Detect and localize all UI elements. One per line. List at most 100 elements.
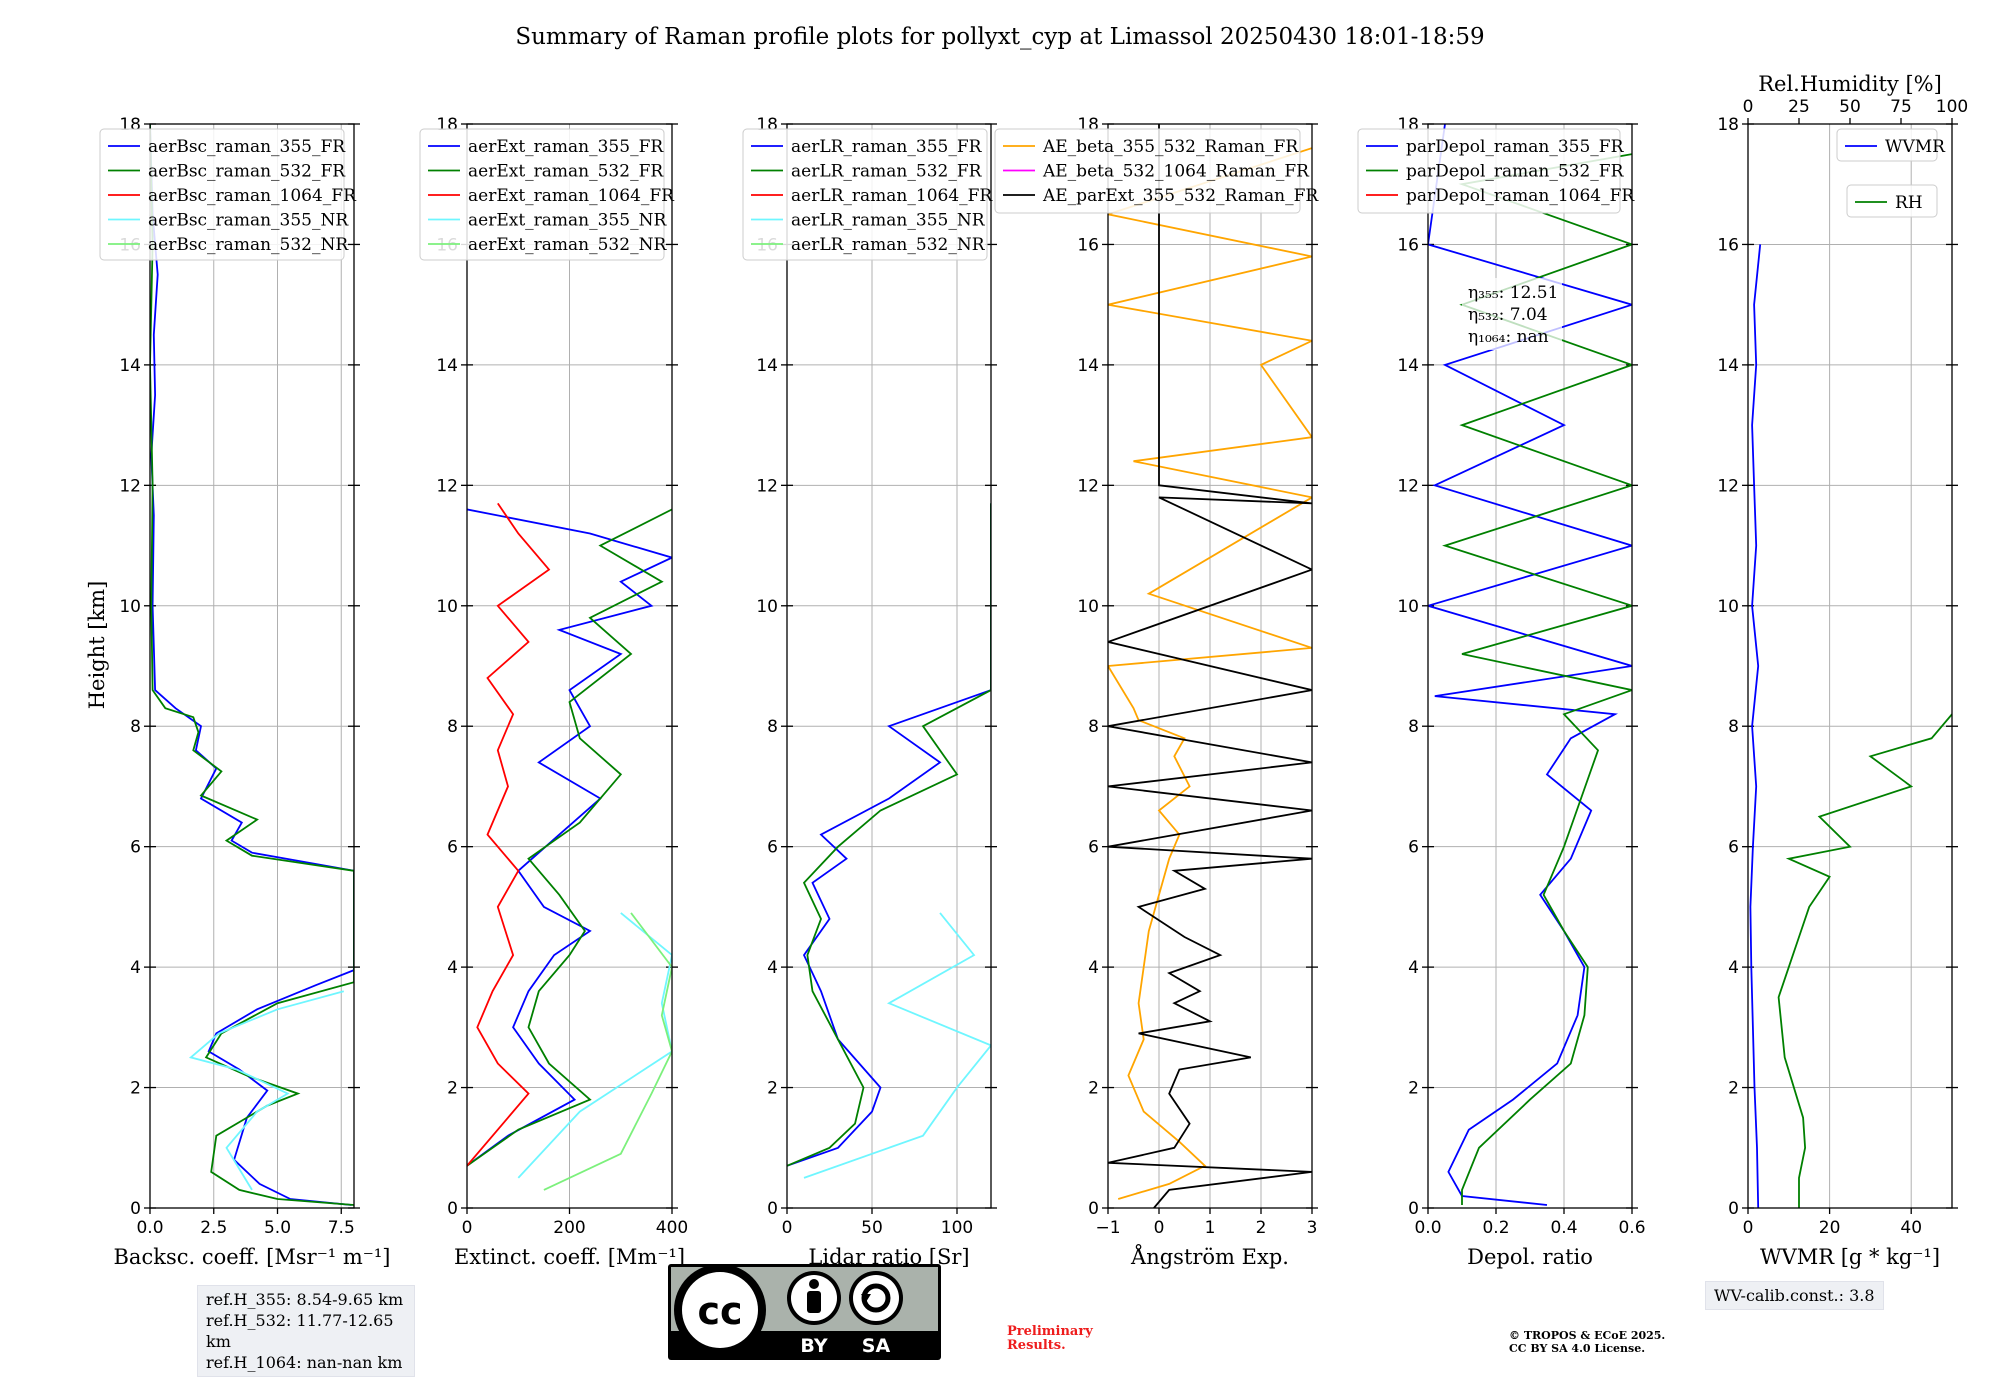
x-tick-label: 20 bbox=[1819, 1218, 1841, 1238]
legend-label: aerBsc_raman_355_FR bbox=[148, 137, 346, 157]
x-tick-label: 0 bbox=[1154, 1218, 1165, 1238]
annotation-line: η₁₀₆₄: nan bbox=[1468, 327, 1549, 347]
x-tick-label: 0.6 bbox=[1618, 1218, 1645, 1238]
y-tick-label: 10 bbox=[1397, 597, 1419, 617]
legend-label: AE_beta_355_532_Raman_FR bbox=[1042, 137, 1299, 157]
legend-label: parDepol_raman_532_FR bbox=[1406, 162, 1625, 182]
y-tick-label: 8 bbox=[130, 717, 141, 737]
x-axis-label: Depol. ratio bbox=[1467, 1245, 1593, 1269]
y-tick-label: 4 bbox=[447, 958, 458, 978]
x-tick-label: 200 bbox=[553, 1218, 585, 1238]
series-aerLR_raman_355_FR bbox=[787, 503, 991, 1167]
legend-box bbox=[99, 128, 345, 261]
series-WVMR bbox=[1749, 244, 1762, 1208]
panel-2: 0246810121416180200400Extinct. coeff. [M… bbox=[419, 115, 688, 1269]
axes-frame bbox=[1427, 123, 1633, 1209]
series-aerBsc_raman_355_FR bbox=[150, 124, 354, 1206]
y-tick-label: 6 bbox=[447, 838, 458, 858]
legend-box bbox=[1836, 128, 1938, 162]
series-RH bbox=[1777, 713, 1952, 1208]
panel-3: 024681012141618050100Lidar ratio [Sr]aer… bbox=[742, 115, 997, 1269]
copyright-line2: CC BY SA 4.0 License. bbox=[1509, 1342, 1646, 1355]
x-tick-label: 400 bbox=[656, 1218, 688, 1238]
y-tick-label: 14 bbox=[1077, 356, 1099, 376]
y-tick-label: 16 bbox=[1717, 235, 1739, 255]
legend-box bbox=[742, 128, 988, 261]
x-tick-label: 0.0 bbox=[136, 1218, 163, 1238]
y-tick-label: 10 bbox=[1717, 597, 1739, 617]
series-parDepol_raman_355_FR bbox=[1428, 124, 1632, 1206]
y-tick-label: 14 bbox=[1397, 356, 1419, 376]
x-tick-label: 3 bbox=[1307, 1218, 1318, 1238]
x-tick-label: 0 bbox=[782, 1218, 793, 1238]
y-tick-label: 10 bbox=[1077, 597, 1099, 617]
legend-label: RH bbox=[1895, 193, 1923, 213]
y-tick-label: 12 bbox=[756, 476, 778, 496]
legend: aerBsc_raman_355_FR aerBsc_raman_532_FRae… bbox=[99, 128, 357, 261]
y-tick-label: 0 bbox=[447, 1199, 458, 1219]
y-tick-label: 14 bbox=[1717, 356, 1739, 376]
annotation-box bbox=[1462, 278, 1562, 350]
legend: AE_beta_355_532_Raman_FR AE_beta_532_1064… bbox=[994, 128, 1319, 214]
x-tick-label: 0.4 bbox=[1550, 1218, 1577, 1238]
x-tick-label: 0 bbox=[462, 1218, 473, 1238]
y-tick-label: 2 bbox=[1408, 1079, 1419, 1099]
y-tick-label: 2 bbox=[447, 1079, 458, 1099]
legend-label: aerExt_raman_1064_FR bbox=[468, 186, 675, 206]
y-tick-label: 12 bbox=[1077, 476, 1099, 496]
copyright-line1: © TROPOS & ECoE 2025. bbox=[1509, 1329, 1666, 1342]
y-tick-label: 4 bbox=[1728, 958, 1739, 978]
y-tick-label: 4 bbox=[1088, 958, 1099, 978]
y-tick-label: 18 bbox=[1717, 115, 1739, 135]
x2-tick-label: 100 bbox=[1936, 97, 1968, 117]
legend-box bbox=[419, 128, 665, 261]
legend-label: aerExt_raman_355_FR bbox=[468, 137, 664, 157]
legend-label: aerBsc_raman_532_NR bbox=[148, 235, 349, 255]
legend-label: WVMR bbox=[1885, 137, 1946, 157]
axes-frame bbox=[466, 123, 673, 1209]
legend-label: aerExt_raman_532_FR bbox=[468, 162, 664, 182]
x-axis-label: Backsc. coeff. [Msr⁻¹ m⁻¹] bbox=[114, 1245, 391, 1269]
y-tick-label: 14 bbox=[436, 356, 458, 376]
y-tick-label: 12 bbox=[1397, 476, 1419, 496]
y-tick-label: 8 bbox=[767, 717, 778, 737]
x-tick-label: 0.2 bbox=[1482, 1218, 1509, 1238]
legend-label: aerLR_raman_532_NR bbox=[791, 235, 986, 255]
y-tick-label: 8 bbox=[1088, 717, 1099, 737]
legend-label: aerLR_raman_532_FR bbox=[791, 162, 983, 182]
legend: WVMR RH bbox=[1836, 128, 1946, 218]
series-aerBsc_raman_532_FR bbox=[150, 124, 354, 1206]
y-tick-label: 6 bbox=[130, 838, 141, 858]
y-tick-label: 2 bbox=[767, 1079, 778, 1099]
legend-label: aerExt_raman_532_NR bbox=[468, 235, 667, 255]
y-tick-label: 2 bbox=[130, 1079, 141, 1099]
y-tick-label: 8 bbox=[447, 717, 458, 737]
series-AE_beta_355_532_Raman_FR bbox=[1108, 147, 1312, 1200]
y-tick-label: 10 bbox=[119, 597, 141, 617]
x2-axis-label: Rel.Humidity [%] bbox=[1758, 72, 1942, 96]
axes-frame bbox=[786, 123, 992, 1209]
y-tick-label: 2 bbox=[1728, 1079, 1739, 1099]
x-axis-label: WVMR [g * kg⁻¹] bbox=[1760, 1245, 1940, 1269]
copyright-notice: © TROPOS & ECoE 2025. CC BY SA 4.0 Licen… bbox=[1509, 1329, 1665, 1355]
series-aerExt_raman_1064_FR bbox=[467, 502, 551, 1167]
y-tick-label: 0 bbox=[130, 1199, 141, 1219]
y-tick-label: 2 bbox=[1088, 1079, 1099, 1099]
legend-label: aerBsc_raman_1064_FR bbox=[148, 186, 357, 206]
y-tick-label: 8 bbox=[1408, 717, 1419, 737]
x2-tick-label: 50 bbox=[1839, 97, 1861, 117]
x-axis-label: Ångström Exp. bbox=[1130, 1244, 1289, 1269]
x-axis-label: Extinct. coeff. [Mm⁻¹] bbox=[454, 1245, 685, 1269]
axes-frame bbox=[1747, 123, 1953, 1209]
series-aerExt_raman_532_FR bbox=[467, 508, 672, 1167]
x-tick-label: −1 bbox=[1095, 1218, 1120, 1238]
x-tick-label: 50 bbox=[861, 1218, 883, 1238]
legend-label: parDepol_raman_1064_FR bbox=[1406, 186, 1635, 206]
legend-label: aerLR_raman_355_NR bbox=[791, 211, 986, 231]
y-tick-label: 0 bbox=[1088, 1199, 1099, 1219]
x-tick-label: 0.0 bbox=[1414, 1218, 1441, 1238]
axes-frame bbox=[149, 123, 355, 1209]
ref-height-532: ref.H_532: 11.77-12.65 km bbox=[206, 1311, 394, 1351]
y-tick-label: 6 bbox=[1728, 838, 1739, 858]
